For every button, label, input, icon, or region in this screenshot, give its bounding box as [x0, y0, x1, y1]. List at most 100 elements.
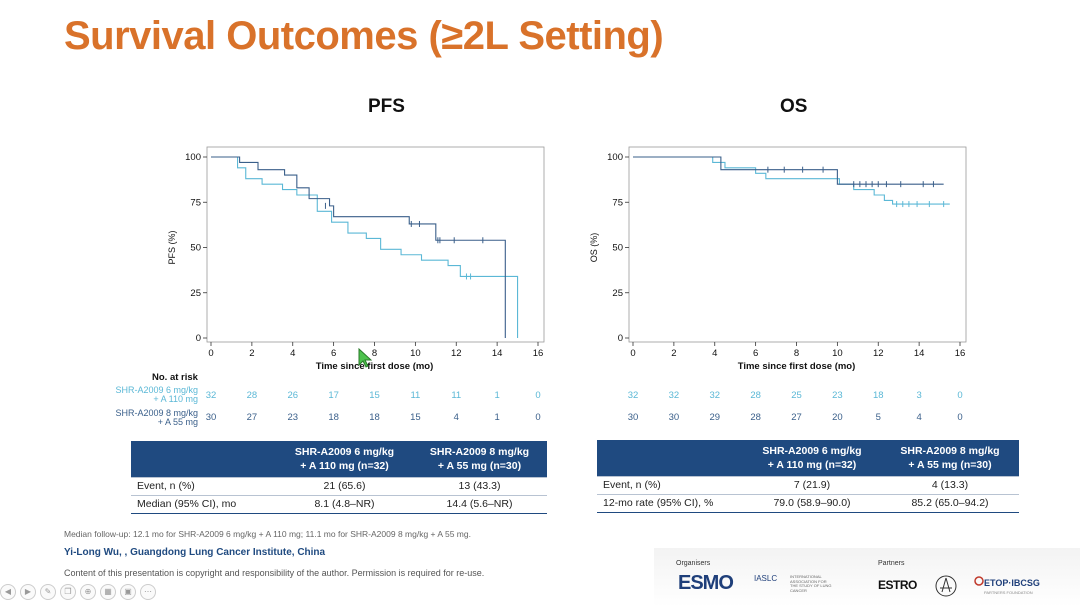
- player-controls: ◀ ▶ ✎ ❐ ⊕ ▦ ▣ ⋯: [0, 584, 156, 604]
- at-risk-value: 5: [876, 412, 881, 423]
- pfs-summary-table: SHR-A2009 6 mg/kg + A 110 mg (n=32) SHR-A…: [131, 441, 547, 514]
- x-tick-label: 2: [671, 348, 676, 359]
- table-header-row: SHR-A2009 6 mg/kg + A 110 mg (n=32) SHR-A…: [131, 441, 547, 478]
- x-tick-label: 0: [208, 348, 213, 359]
- x-tick-label: 8: [794, 348, 799, 359]
- at-risk-value: 17: [328, 390, 339, 401]
- risk-label-arm1: SHR-A2009 6 mg/kg + A 110 mg: [104, 386, 198, 404]
- at-risk-value: 15: [369, 390, 380, 401]
- y-tick-label: 50: [190, 243, 201, 254]
- at-risk-value: 1: [494, 390, 499, 401]
- forward-icon[interactable]: ▶: [20, 584, 36, 600]
- x-tick-label: 2: [249, 348, 254, 359]
- x-tick-label: 16: [955, 348, 966, 359]
- table-header-arm1: SHR-A2009 6 mg/kg + A 110 mg (n=32): [743, 440, 881, 477]
- y-tick-label: 0: [618, 333, 623, 344]
- more-icon[interactable]: ⋯: [140, 584, 156, 600]
- at-risk-value: 32: [669, 390, 680, 401]
- at-risk-value: 30: [669, 412, 680, 423]
- x-tick-label: 6: [331, 348, 336, 359]
- at-risk-value: 20: [832, 412, 843, 423]
- at-risk-value: 23: [832, 390, 843, 401]
- at-risk-value: 32: [628, 390, 639, 401]
- at-risk-value: 18: [369, 412, 380, 423]
- y-tick-label: 100: [607, 152, 623, 163]
- y-tick-label: 75: [190, 197, 201, 208]
- x-axis-label: Time since first dose (mo): [738, 361, 856, 372]
- footnote: Median follow-up: 12.1 mo for SHR-A2009 …: [64, 529, 471, 539]
- at-risk-value: 32: [206, 390, 217, 401]
- copy-icon[interactable]: ❐: [60, 584, 76, 600]
- zoom-icon[interactable]: ⊕: [80, 584, 96, 600]
- row-value-arm1: 7 (21.9): [743, 476, 881, 495]
- table-header-row: SHR-A2009 6 mg/kg + A 110 mg (n=32) SHR-A…: [597, 440, 1019, 477]
- esmo-logo: ESMO: [678, 572, 734, 594]
- table-header-empty: [131, 441, 277, 478]
- y-axis-label: OS (%): [589, 233, 599, 263]
- pfs-panel-title: PFS: [368, 96, 405, 117]
- partners-label: Partners: [878, 560, 905, 567]
- author-line: Yi-Long Wu, , Guangdong Lung Cancer Inst…: [64, 547, 326, 558]
- x-tick-label: 10: [410, 348, 421, 359]
- row-label: Event, n (%): [597, 476, 743, 495]
- header-arm2-line2: + A 55 mg (n=30): [437, 460, 522, 472]
- etop-logo-subtitle: PARTNERS FOUNDATION: [984, 590, 1033, 595]
- row-value-arm2: 85.2 (65.0–94.2): [881, 494, 1019, 513]
- etop-logo: ETOP·IBCSG: [984, 578, 1040, 588]
- y-axis-label: PFS (%): [167, 230, 177, 264]
- risk-table-title: No. at risk: [152, 372, 198, 383]
- at-risk-value: 11: [410, 390, 420, 401]
- at-risk-value: 0: [957, 412, 962, 423]
- back-icon[interactable]: ◀: [0, 584, 16, 600]
- at-risk-value: 4: [916, 412, 921, 423]
- x-tick-label: 16: [533, 348, 544, 359]
- etop-logo-mark-icon: [974, 576, 984, 586]
- km-line-arm1: [633, 156, 950, 205]
- header-arm1-line1: SHR-A2009 6 mg/kg: [294, 446, 395, 458]
- y-tick-label: 25: [190, 288, 201, 299]
- header-arm2-line2: + A 55 mg (n=30): [908, 459, 992, 471]
- at-risk-value: 27: [791, 412, 802, 423]
- row-value-arm2: 4 (13.3): [881, 476, 1019, 495]
- header-arm1-line2: + A 110 mg (n=32): [300, 460, 389, 472]
- x-tick-label: 12: [451, 348, 462, 359]
- at-risk-value: 28: [750, 390, 761, 401]
- table-row: Median (95% CI), mo 8.1 (4.8–NR) 14.4 (5…: [131, 495, 547, 514]
- pen-icon[interactable]: ✎: [40, 584, 56, 600]
- plot-frame: [628, 146, 967, 343]
- at-risk-value: 18: [873, 390, 884, 401]
- x-tick-label: 10: [832, 348, 843, 359]
- at-risk-value: 28: [247, 390, 258, 401]
- header-arm2-line1: SHR-A2009 8 mg/kg: [900, 445, 1000, 457]
- km-line-arm2: [211, 156, 506, 338]
- y-tick-label: 75: [612, 197, 623, 208]
- km-line-arm1: [211, 156, 519, 338]
- x-tick-label: 0: [630, 348, 635, 359]
- row-value-arm1: 8.1 (4.8–NR): [277, 495, 412, 514]
- at-risk-value: 3: [916, 390, 921, 401]
- row-value-arm1: 21 (65.6): [277, 477, 412, 496]
- at-risk-value: 23: [287, 412, 298, 423]
- row-label: Event, n (%): [131, 477, 277, 496]
- x-tick-label: 14: [492, 348, 503, 359]
- partner-emblem-icon: [935, 575, 957, 597]
- table-row: 12-mo rate (95% CI), % 79.0 (58.9–90.0) …: [597, 494, 1019, 513]
- x-tick-label: 4: [712, 348, 717, 359]
- video-icon[interactable]: ▣: [120, 584, 136, 600]
- at-risk-value: 18: [328, 412, 339, 423]
- at-risk-value: 32: [709, 390, 720, 401]
- x-tick-label: 4: [290, 348, 295, 359]
- x-tick-label: 12: [873, 348, 884, 359]
- at-risk-value: 0: [535, 412, 540, 423]
- risk-label-arm1-line1: SHR-A2009 6 mg/kg: [115, 385, 198, 395]
- grid-icon[interactable]: ▦: [100, 584, 116, 600]
- iaslc-logo: IASLC: [754, 574, 778, 583]
- os-summary-table: SHR-A2009 6 mg/kg + A 110 mg (n=32) SHR-A…: [597, 440, 1019, 513]
- os-panel-title: OS: [780, 96, 808, 117]
- at-risk-value: 4: [454, 412, 459, 423]
- at-risk-value: 25: [791, 390, 802, 401]
- row-value-arm2: 14.4 (5.6–NR): [412, 495, 547, 514]
